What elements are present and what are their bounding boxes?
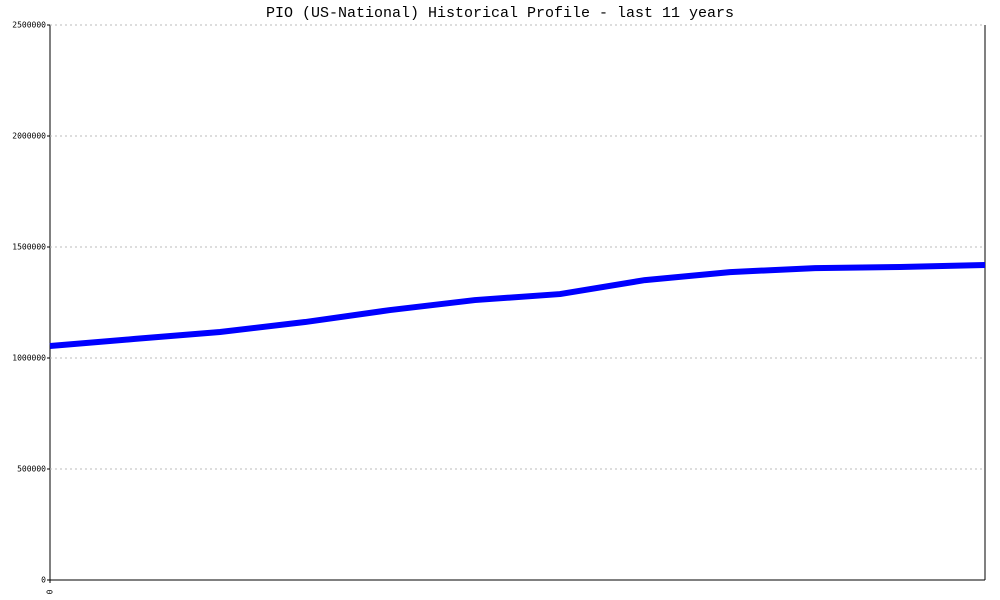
y-tick-label: 1000000 <box>12 354 46 363</box>
x-tick-label: 0 <box>46 589 55 594</box>
chart-title: PIO (US-National) Historical Profile - l… <box>266 5 734 22</box>
line-series <box>49 261 986 350</box>
y-tick-label: 2500000 <box>12 21 46 30</box>
y-tick-label: 2000000 <box>12 132 46 141</box>
y-tick-label: 0 <box>41 576 46 585</box>
y-tick-label: 1500000 <box>12 243 46 252</box>
y-tick-label: 500000 <box>17 465 46 474</box>
